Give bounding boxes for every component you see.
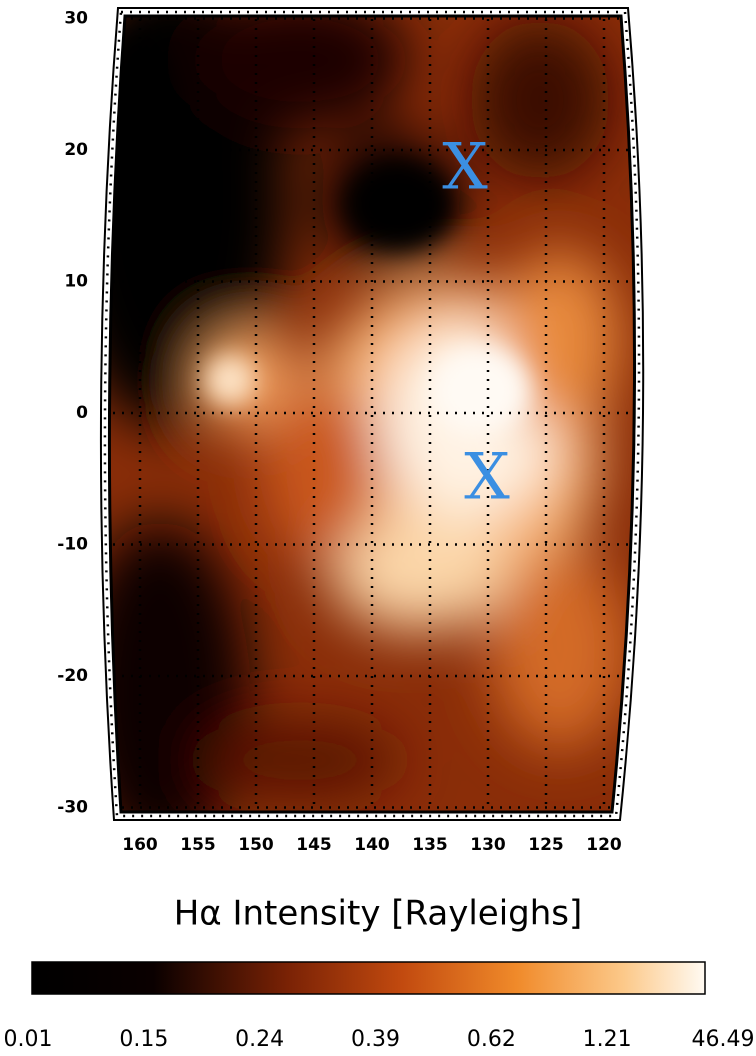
lon-label: 160: [122, 835, 158, 855]
lon-label: 145: [296, 835, 332, 855]
colorbar-tick-label: 0.62: [467, 1027, 516, 1052]
map-frame: [107, 14, 637, 814]
colorbar-title: Hα Intensity [Rayleighs]: [174, 894, 583, 934]
map-outer-frame: [99, 7, 645, 821]
lon-label: 155: [180, 835, 216, 855]
lat-label: 0: [76, 403, 88, 423]
marker: X: [464, 441, 510, 515]
lat-label: 10: [64, 272, 88, 292]
lon-label: 120: [586, 835, 622, 855]
lon-label: 150: [238, 835, 274, 855]
colorbar-tick-label: 0.39: [351, 1027, 400, 1052]
lon-label: 135: [412, 835, 448, 855]
lat-label: -20: [57, 666, 88, 686]
colorbar-tick-label: 46.49: [692, 1027, 755, 1052]
graticule: [109, 16, 635, 812]
lat-label: 20: [64, 140, 88, 160]
marker: X: [442, 131, 488, 205]
colorbar-tick-label: 0.01: [4, 1027, 53, 1052]
lon-label: 130: [470, 835, 506, 855]
colorbar-tick-label: 1.21: [583, 1027, 632, 1052]
intensity-map: [109, 16, 635, 812]
lat-label: -30: [57, 798, 88, 818]
colorbar-tick-label: 0.24: [235, 1027, 284, 1052]
lon-label: 125: [528, 835, 564, 855]
lat-label: -10: [57, 535, 88, 555]
lon-label: 140: [354, 835, 390, 855]
lat-label: 30: [64, 9, 88, 29]
colorbar: [31, 961, 706, 995]
colorbar-tick-label: 0.15: [119, 1027, 168, 1052]
